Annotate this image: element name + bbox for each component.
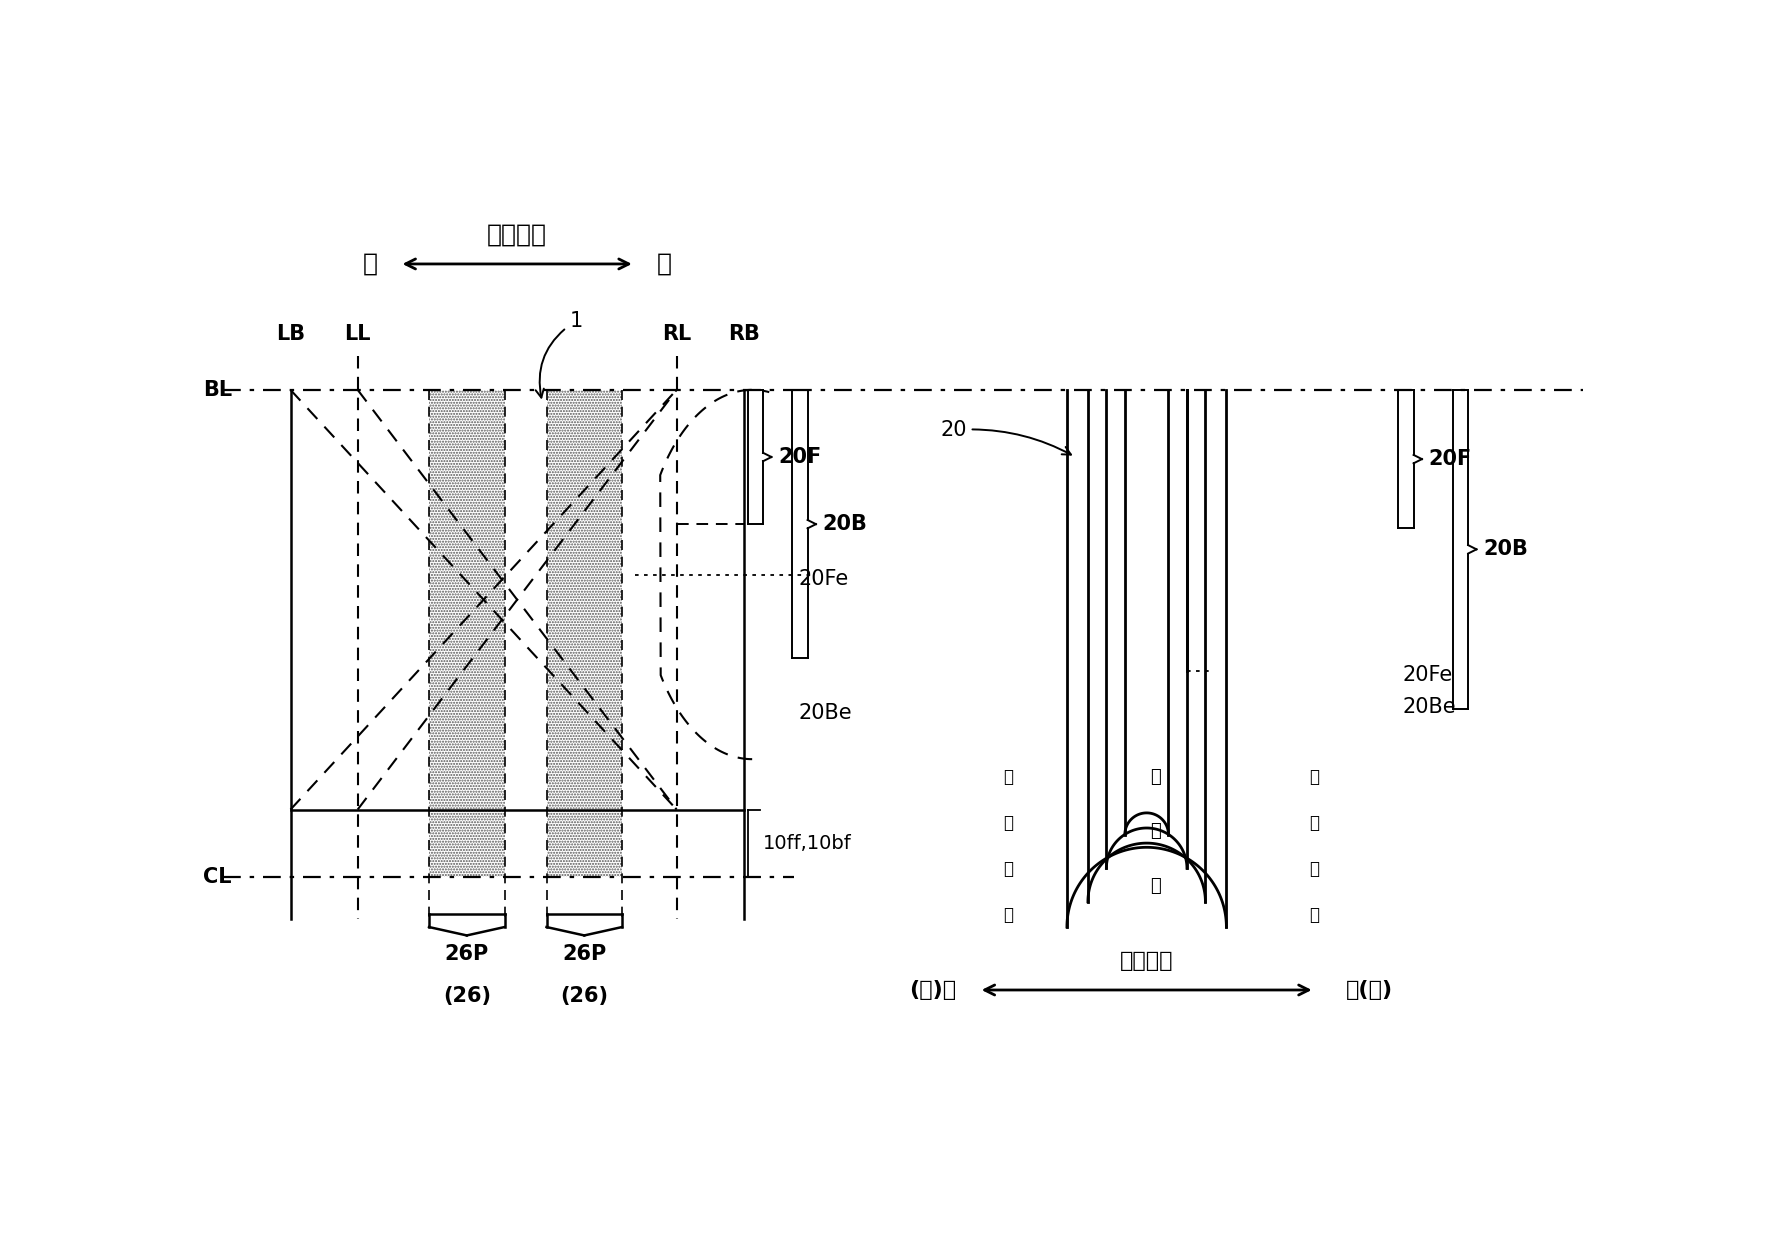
Text: 20Be: 20Be [1403,697,1456,717]
Text: 肤: 肤 [1149,823,1160,840]
Text: 20B: 20B [822,514,867,534]
Text: 20Fe: 20Fe [799,569,849,588]
Bar [547,390,622,877]
Text: RB: RB [727,324,759,344]
Text: 侧: 侧 [1003,907,1013,924]
Text: 肌: 肌 [1003,814,1013,831]
Text: 肌: 肌 [1310,814,1319,831]
Text: 26P: 26P [563,944,606,964]
Text: 侧: 侧 [1310,907,1319,924]
Text: 20Be: 20Be [799,703,852,724]
Text: BL: BL [202,380,232,400]
Text: CL: CL [204,867,232,887]
Text: LB: LB [275,324,306,344]
Text: LL: LL [345,324,372,344]
Text: 非: 非 [1310,767,1319,785]
Text: (26): (26) [443,986,491,1006]
Text: 20B: 20B [1483,539,1528,559]
Text: 后(背): 后(背) [1346,979,1392,999]
Bar [429,390,504,877]
Text: 肌: 肌 [1149,767,1160,785]
Text: 10ff,10bf: 10ff,10bf [763,834,852,853]
Text: 非: 非 [1003,767,1013,785]
Text: RL: RL [661,324,692,344]
Text: 肤: 肤 [1003,860,1013,878]
Text: 右: 右 [656,252,672,276]
Text: 左: 左 [363,252,377,276]
Text: (腹)前: (腹)前 [910,979,956,999]
Text: 26P: 26P [445,944,490,964]
Text: 左右方向: 左右方向 [488,222,547,247]
Text: 20F: 20F [1428,449,1472,469]
Text: 肤: 肤 [1310,860,1319,878]
Text: 1: 1 [536,311,583,398]
Text: 侧: 侧 [1149,877,1160,894]
Text: 20F: 20F [777,446,822,466]
Text: 20: 20 [940,420,1070,455]
Text: 20Fe: 20Fe [1403,665,1453,685]
Text: 前后方向: 前后方向 [1120,951,1174,971]
Text: (26): (26) [561,986,608,1006]
